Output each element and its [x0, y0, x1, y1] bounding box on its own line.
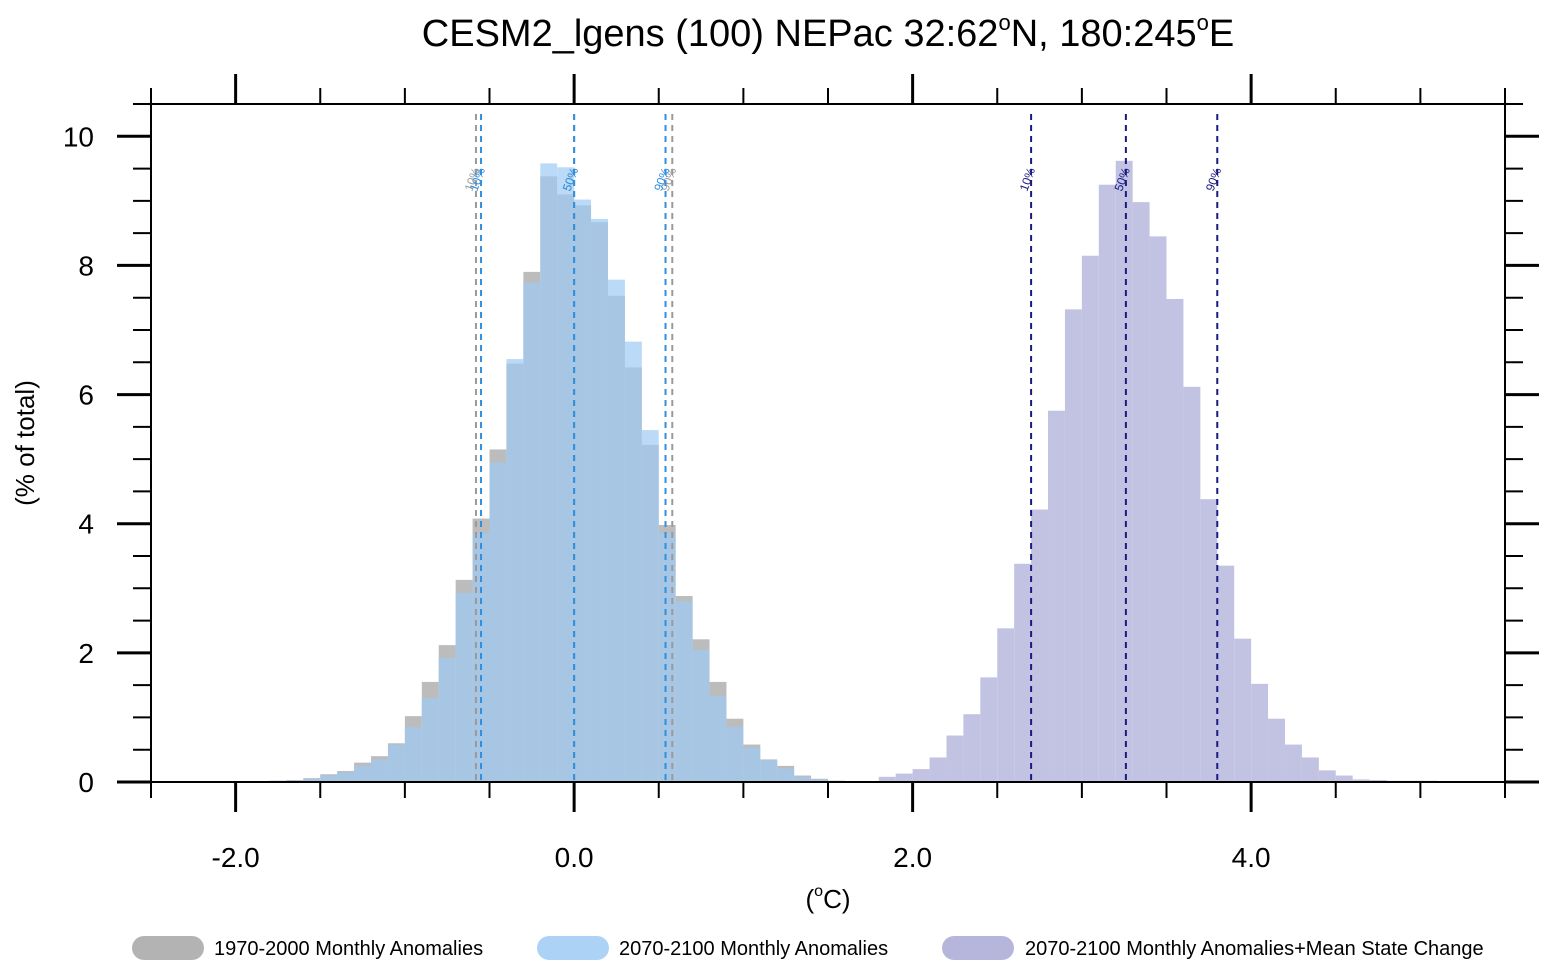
bar [1098, 184, 1116, 782]
bar [1234, 638, 1252, 782]
bar [624, 341, 642, 782]
bar [1014, 563, 1032, 782]
percentile-label: 90% [1203, 165, 1224, 193]
y-tick-label: 8 [78, 250, 94, 281]
bar [997, 628, 1015, 782]
bar [421, 698, 439, 782]
bar [692, 649, 710, 782]
bar [371, 759, 388, 782]
bar [929, 757, 947, 782]
bar [574, 199, 592, 782]
bar [743, 747, 761, 782]
title-mid: N, 180:245 [1011, 13, 1197, 55]
bar [607, 279, 625, 782]
bar [878, 776, 896, 782]
y-tick-label: 2 [78, 638, 94, 669]
bar [337, 772, 355, 782]
bar [1166, 299, 1184, 782]
bar [726, 727, 744, 782]
bar [320, 775, 338, 782]
bar [811, 779, 828, 782]
bar [980, 677, 998, 782]
bar [963, 714, 981, 782]
bar [1284, 744, 1302, 782]
bar [455, 592, 473, 782]
bar [506, 359, 524, 782]
bar [354, 765, 372, 782]
bar [1318, 770, 1336, 782]
bar [1048, 410, 1065, 782]
x-label-close: C) [823, 884, 850, 914]
title-end: E [1209, 13, 1234, 55]
legend: 1970-2000 Monthly Anomalies 2070-2100 Mon… [132, 936, 1484, 960]
series-2-bars [269, 163, 845, 783]
x-tick-label: 4.0 [1232, 842, 1271, 873]
bar [1200, 499, 1218, 782]
x-label-degree: o [814, 883, 823, 900]
title-main: CESM2_lgens (100) NEPac 32:62 [422, 13, 999, 55]
plot-area: 10% 50% 90%10% 50% 90% 10% 50% 90%-2.0 0.0 2.0 4.0… [63, 74, 1539, 873]
bar [1301, 757, 1319, 782]
y-tick-label: 6 [78, 380, 94, 411]
bar [1064, 309, 1082, 782]
bar [1335, 775, 1353, 782]
legend-label: 2070-2100 Monthly Anomalies+Mean State C… [1025, 938, 1484, 960]
x-tick-label: 2.0 [893, 842, 932, 873]
bar [1268, 718, 1285, 782]
series-3-bars [878, 160, 1438, 783]
legend-label: 1970-2000 Monthly Anomalies [214, 938, 483, 960]
x-label-open: ( [805, 884, 814, 914]
y-tick-label: 4 [78, 509, 94, 540]
bar [489, 462, 507, 782]
x-axis-label: (oC) [805, 883, 850, 914]
bar [1352, 779, 1370, 782]
legend-swatch [132, 936, 204, 960]
plot-frame [150, 103, 1506, 783]
bar [387, 744, 405, 782]
bar [1183, 386, 1201, 782]
bar [1251, 683, 1269, 782]
y-axis-label: (% of total) [10, 380, 40, 506]
bar [946, 735, 964, 782]
title-degree-1: o [998, 10, 1010, 35]
legend-swatch [537, 936, 609, 960]
bar [557, 167, 575, 782]
bar [540, 163, 558, 783]
x-tick-label: 0.0 [555, 842, 594, 873]
title-degree-2: o [1197, 10, 1209, 35]
chart-title: CESM2_lgens (100) NEPac 32:62oN, 180:245… [422, 10, 1234, 55]
bar [777, 768, 795, 782]
bar [760, 760, 778, 782]
bar [794, 776, 812, 782]
bar [1217, 565, 1235, 782]
bar [709, 696, 727, 782]
bar [895, 773, 913, 782]
bar [641, 430, 659, 782]
bar [912, 769, 930, 782]
legend-label: 2070-2100 Monthly Anomalies [619, 938, 888, 960]
percentile-label: 10% [1017, 165, 1038, 193]
bar [1149, 236, 1167, 782]
bar [1132, 202, 1150, 783]
bar [675, 601, 693, 782]
bar [1115, 160, 1133, 782]
bar [1031, 509, 1049, 782]
bar [591, 218, 608, 783]
bar [404, 727, 422, 782]
x-tick-label: -2.0 [212, 842, 260, 873]
bar [438, 658, 456, 782]
bar [1081, 255, 1099, 782]
legend-swatch [942, 936, 1014, 960]
bar [303, 778, 321, 782]
y-tick-label: 0 [78, 767, 94, 798]
bar [523, 282, 541, 782]
y-tick-label: 10 [63, 121, 94, 152]
